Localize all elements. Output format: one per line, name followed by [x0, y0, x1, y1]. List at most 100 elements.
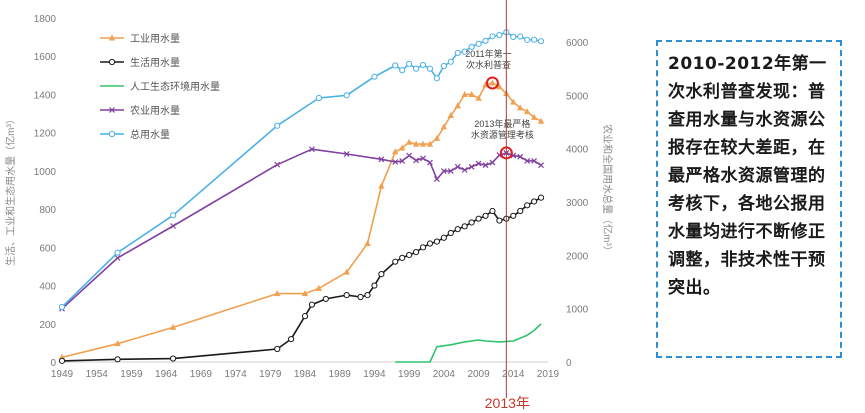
x-tick-label: 2014: [502, 369, 525, 380]
series-point-1: [322, 295, 329, 303]
series-point-3: [274, 161, 281, 168]
series-point-4: [114, 249, 121, 256]
series-point-0: [475, 94, 482, 101]
x-tick-label: 2019: [537, 369, 560, 380]
series-point-4: [461, 48, 468, 55]
series-point-1: [475, 215, 482, 222]
series-point-3: [433, 176, 440, 182]
series-point-3: [489, 159, 496, 166]
series-point-4: [433, 75, 441, 82]
series-point-1: [392, 258, 399, 265]
series-point-4: [454, 49, 461, 57]
series-point-3: [517, 153, 524, 160]
annotation-text: 2013年最严格: [474, 118, 530, 129]
series-point-1: [489, 207, 496, 215]
series-line-3: [61, 148, 542, 310]
series-point-4: [371, 73, 378, 80]
series-point-1: [301, 313, 309, 320]
series-point-3: [413, 157, 420, 164]
legend-marker: [108, 58, 116, 66]
y-right-tick-label: 0: [566, 358, 572, 369]
series-point-3: [531, 158, 538, 164]
series-line-0: [61, 82, 542, 359]
series-point-0: [433, 134, 441, 141]
series-point-4: [440, 62, 447, 70]
series-point-1: [364, 292, 371, 299]
y-left-tick-label: 400: [39, 282, 56, 293]
series-point-0: [169, 323, 177, 330]
series-point-1: [274, 345, 281, 353]
y-right-tick-label: 3000: [566, 198, 589, 209]
legend-entry: 农业用水量: [130, 104, 180, 117]
series-point-3: [420, 155, 426, 162]
y-left-tick-label: 1200: [34, 129, 57, 140]
series-point-0: [378, 182, 385, 189]
series-point-3: [406, 152, 413, 159]
series-point-1: [440, 234, 447, 241]
series-point-4: [58, 303, 66, 311]
series-point-4: [426, 65, 434, 72]
series-point-3: [482, 162, 489, 169]
series-point-4: [531, 36, 538, 43]
series-point-1: [169, 355, 177, 362]
x-tick-label: 1999: [398, 369, 421, 380]
series-point-3: [114, 255, 121, 261]
series-point-3: [475, 160, 482, 167]
series-point-0: [537, 117, 545, 124]
series-point-1: [454, 226, 461, 233]
legend-marker: [109, 107, 115, 113]
series-point-3: [454, 163, 461, 170]
series-line-4: [61, 31, 542, 308]
annotation-text: 水资源管理考核: [471, 129, 534, 140]
series-point-3: [399, 158, 406, 164]
series-point-1: [517, 207, 524, 215]
y-left-tick-label: 1000: [34, 167, 57, 178]
series-point-3: [447, 168, 454, 174]
x-tick-label: 1969: [190, 369, 213, 380]
series-point-4: [315, 94, 322, 102]
series-point-0: [412, 140, 420, 147]
series-point-0: [454, 102, 461, 109]
series-point-4: [468, 43, 475, 50]
series-point-1: [308, 301, 316, 308]
y-left-tick-label: 800: [39, 205, 56, 216]
annotation-text: 2011年第一: [465, 48, 511, 59]
series-point-0: [496, 83, 503, 90]
legend-entry: 工业用水量: [130, 33, 180, 45]
series-point-1: [433, 238, 441, 245]
series-point-3: [343, 151, 350, 157]
series-point-3: [170, 223, 177, 229]
series-point-4: [419, 61, 427, 69]
x-tick-label: 1994: [363, 369, 386, 380]
y-right-tick-label: 2000: [566, 251, 589, 262]
series-point-1: [114, 356, 121, 363]
x-tick-label: 1964: [155, 369, 178, 380]
y-right-axis-title: 农业和全国用水总量（亿m³）: [601, 124, 614, 256]
series-point-1: [419, 244, 427, 251]
y-left-tick-label: 600: [39, 243, 56, 254]
annotation-text: 次水利普查: [466, 59, 511, 70]
series-point-0: [489, 79, 496, 86]
series-point-1: [426, 240, 434, 247]
y-right-tick-label: 4000: [566, 145, 589, 156]
series-point-4: [392, 62, 399, 69]
series-point-1: [482, 212, 489, 219]
series-point-4: [524, 36, 531, 43]
x-tick-label: 1959: [120, 369, 143, 380]
series-point-1: [531, 198, 538, 205]
callout-box: 2010-2012年第一次水利普查发现：普查用水量与水资源公报存在较大差距，在最…: [656, 40, 842, 358]
series-point-0: [517, 104, 524, 111]
y-right-tick-label: 6000: [566, 38, 589, 49]
series-point-0: [114, 340, 121, 347]
series-point-3: [524, 158, 531, 164]
series-point-1: [406, 251, 413, 259]
series-point-4: [482, 37, 489, 44]
series-point-1: [537, 194, 545, 201]
x-tick-label: 1949: [51, 369, 74, 380]
series-point-1: [447, 229, 454, 237]
series-point-1: [412, 249, 420, 256]
series-point-1: [343, 292, 350, 299]
y-right-tick-label: 1000: [566, 305, 589, 316]
series-point-0: [426, 140, 434, 147]
legend-entry: 总用水量: [130, 128, 170, 141]
